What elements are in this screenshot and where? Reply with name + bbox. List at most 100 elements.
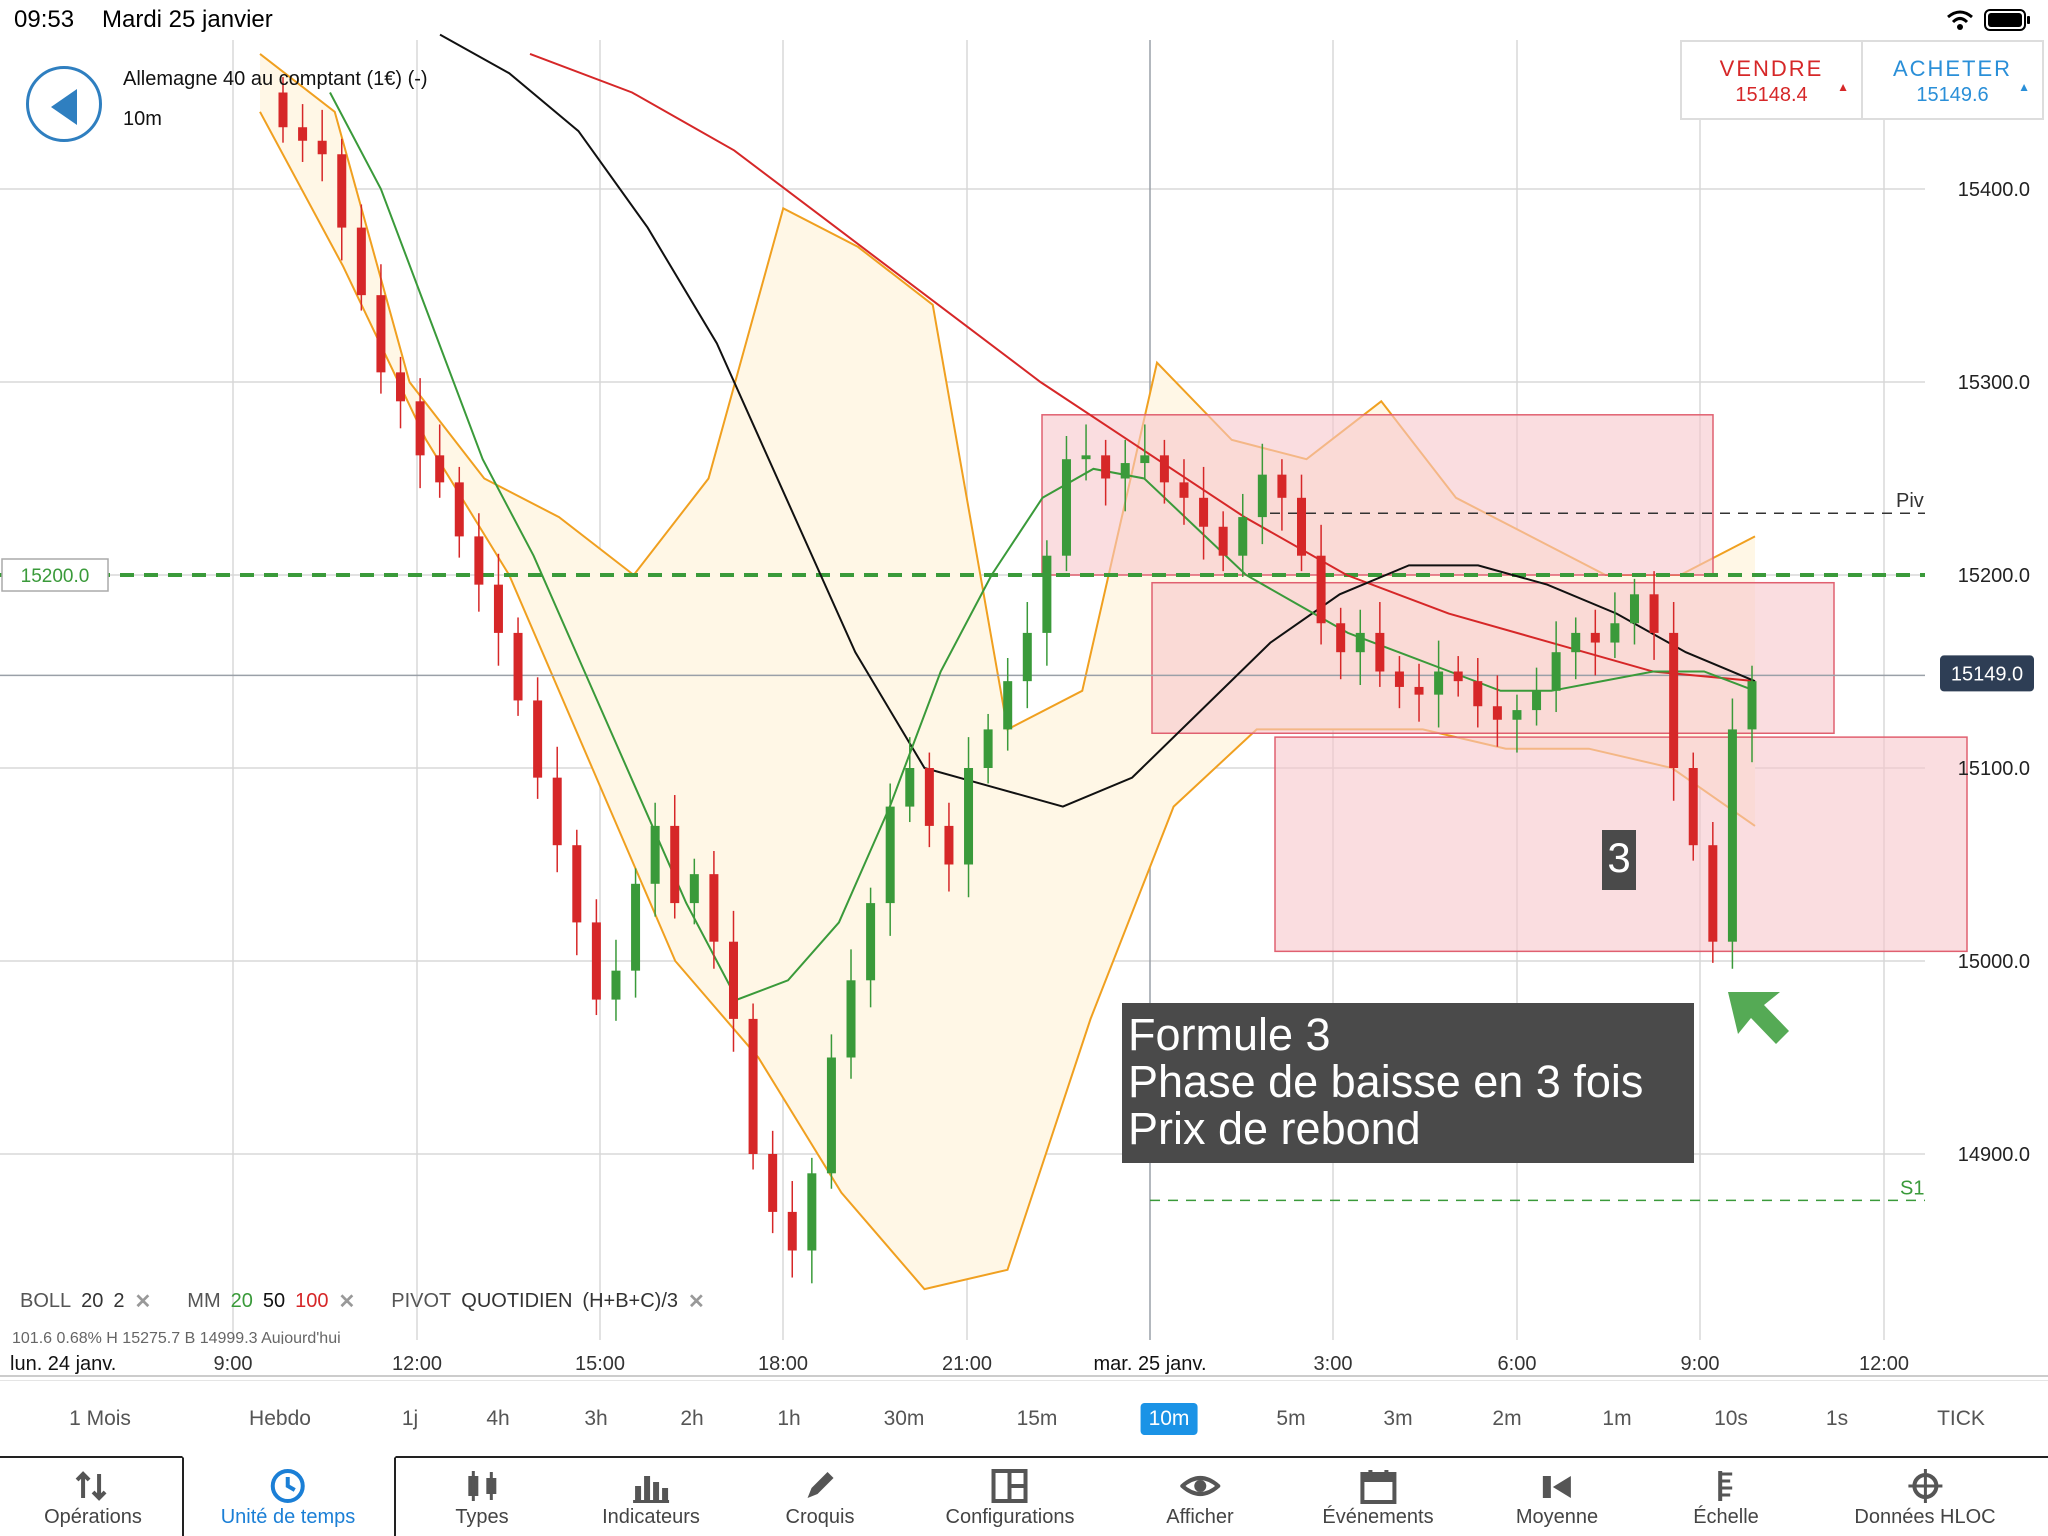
pivot-name: PIVOT <box>391 1290 452 1312</box>
bar-chart-icon <box>633 1476 669 1503</box>
candle-body <box>337 154 347 228</box>
tool-layout[interactable]: Configurations <box>946 1458 1074 1536</box>
tool-bar-chart[interactable]: Indicateurs <box>602 1458 700 1536</box>
candle-body <box>1081 455 1091 460</box>
candle-body <box>513 632 523 701</box>
candle-body <box>1453 671 1463 682</box>
y-tick-label: 15000.0 <box>1958 951 2030 973</box>
current-timeframe: 10m <box>123 108 162 130</box>
timeframe-tick[interactable]: TICK <box>1937 1407 1985 1430</box>
tool-label: Moyenne <box>1515 1506 1599 1528</box>
candle-body <box>278 92 288 128</box>
candle-body <box>1512 710 1522 720</box>
chart-axes: 15400.0 15300.0 15100.0 15000.0 14900.0 15200… <box>0 179 2048 1377</box>
trade-panel: VENDRE 15148.4 ▲ ACHETER 15149.6 ▲ <box>1680 40 2044 120</box>
timeframe-1j[interactable]: 1j <box>401 1407 419 1430</box>
buy-price: 15149.6 <box>1916 84 1989 106</box>
remove-boll-button[interactable]: ✕ <box>134 1291 152 1313</box>
tool-label: Opérations <box>44 1506 142 1528</box>
candle-body <box>1414 686 1424 695</box>
reference-lines <box>0 512 1925 1202</box>
timeframe-10m[interactable]: 10m <box>1140 1403 1198 1435</box>
tool-crosshair[interactable]: Données HLOC <box>1854 1458 1996 1536</box>
timeframe-30m[interactable]: 30m <box>883 1407 925 1430</box>
candle-body <box>317 140 327 155</box>
candle-body <box>631 883 641 971</box>
tool-label: Types <box>455 1506 509 1528</box>
crosshair-icon <box>1908 1469 1942 1503</box>
timeframe-5m[interactable]: 5m <box>1276 1407 1306 1430</box>
timeframe-1s[interactable]: 1s <box>1825 1407 1849 1430</box>
candle-body <box>670 825 680 904</box>
timeframe-1-mois[interactable]: 1 Mois <box>69 1407 131 1430</box>
candle-body <box>1316 555 1326 624</box>
candle-body <box>1042 555 1052 633</box>
candle-body <box>1688 768 1698 846</box>
tool-transfer-arrows[interactable]: Opérations <box>44 1458 142 1536</box>
candle-body <box>1061 459 1071 556</box>
candle-body <box>709 874 719 942</box>
buy-button[interactable]: ACHETER 15149.6 ▲ <box>1861 42 2042 118</box>
candle-body <box>396 372 406 402</box>
candle-body <box>591 922 601 1000</box>
candle-body <box>1199 497 1209 527</box>
candle-body <box>1747 681 1757 730</box>
timeframe-hebdo[interactable]: Hebdo <box>249 1407 311 1430</box>
tool-candlestick[interactable]: Types <box>455 1458 509 1536</box>
candle-body <box>1257 474 1267 518</box>
candle-body <box>552 777 562 846</box>
x-tick-label: 18:00 <box>758 1353 808 1375</box>
remove-mm-button[interactable]: ✕ <box>338 1291 356 1313</box>
remove-pivot-button[interactable]: ✕ <box>688 1291 705 1313</box>
tool-average[interactable]: Moyenne <box>1516 1458 1598 1536</box>
timeframe-3m[interactable]: 3m <box>1383 1407 1413 1430</box>
tool-label: Indicateurs <box>602 1506 700 1528</box>
bottom-toolbar: Opérations Unité de temps Types Indicateurs… <box>0 1456 2048 1536</box>
boll-period: 20 <box>81 1290 104 1312</box>
indicator-legend: BOLL 20 2 ✕ MM 20 50 100 ✕ PIVOT QUOTIDI… <box>20 1289 741 1314</box>
timeframe-1m[interactable]: 1m <box>1602 1407 1632 1430</box>
clock-icon <box>270 1469 305 1503</box>
candle-body <box>689 874 699 904</box>
candle-body <box>1179 482 1189 498</box>
sell-button[interactable]: VENDRE 15148.4 ▲ <box>1682 42 1861 118</box>
candle-body <box>944 825 954 865</box>
candle-body <box>454 482 464 537</box>
up-triangle-icon: ▲ <box>2018 80 2030 94</box>
timeframe-15m[interactable]: 15m <box>1016 1407 1058 1430</box>
tool-scale[interactable]: Échelle <box>1693 1458 1759 1536</box>
candle-body <box>924 768 934 826</box>
sell-label: VENDRE <box>1719 56 1824 81</box>
date-label: mar. 25 janv. <box>1093 1353 1206 1375</box>
tool-calendar[interactable]: Événements <box>1322 1458 1434 1536</box>
tool-eye[interactable]: Afficher <box>1166 1458 1234 1536</box>
back-button[interactable] <box>26 66 102 142</box>
support-resistance-zones <box>1041 414 1968 953</box>
candle-body <box>748 1018 758 1154</box>
timeframe-2h[interactable]: 2h <box>680 1407 704 1430</box>
timeframe-3h[interactable]: 3h <box>584 1407 608 1430</box>
price-chart[interactable]: 15400.0 15300.0 15100.0 15000.0 14900.0 15200… <box>0 0 2048 1380</box>
tool-pencil[interactable]: Croquis <box>786 1458 854 1536</box>
candle-body <box>1492 706 1502 720</box>
candle-body <box>1590 632 1600 643</box>
x-tick-label: 15:00 <box>575 1353 625 1375</box>
timeframe-4h[interactable]: 4h <box>486 1407 510 1430</box>
candle-body <box>376 295 386 373</box>
candle-body <box>1473 681 1483 707</box>
candle-body <box>1669 632 1679 768</box>
level-15200-text: 15200.0 <box>21 566 90 587</box>
timeframe-10s[interactable]: 10s <box>1714 1407 1748 1430</box>
sell-price: 15148.4 <box>1735 84 1808 106</box>
calendar-icon <box>1359 1470 1396 1504</box>
pivot-type: QUOTIDIEN <box>461 1290 573 1312</box>
timeframe-1h[interactable]: 1h <box>777 1407 801 1430</box>
y-tick-label: 15200.0 <box>1958 565 2030 587</box>
buy-label: ACHETER <box>1892 56 2013 81</box>
tool-clock[interactable]: Unité de temps <box>221 1458 355 1536</box>
y-tick-label: 15400.0 <box>1958 179 2030 201</box>
mm-period-100: 100 <box>295 1290 329 1312</box>
timeframe-2m[interactable]: 2m <box>1492 1407 1522 1430</box>
candle-body <box>1727 729 1737 942</box>
candle-body <box>1571 632 1581 653</box>
